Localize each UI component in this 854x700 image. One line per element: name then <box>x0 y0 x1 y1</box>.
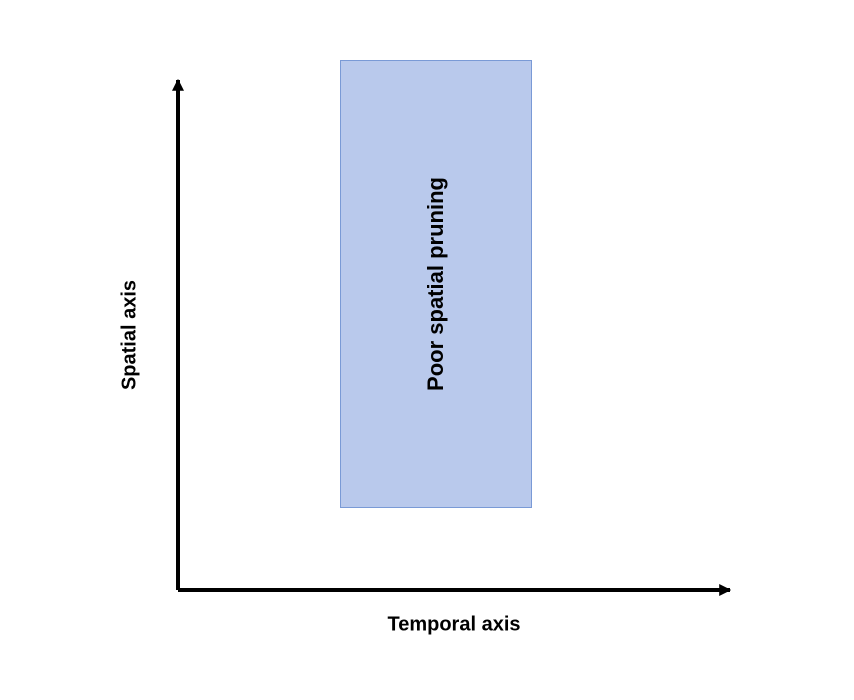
x-axis-label: Temporal axis <box>387 614 520 637</box>
diagram-canvas: Poor spatial pruning Temporal axis Spati… <box>0 0 854 700</box>
y-axis-label: Spatial axis <box>119 280 142 390</box>
